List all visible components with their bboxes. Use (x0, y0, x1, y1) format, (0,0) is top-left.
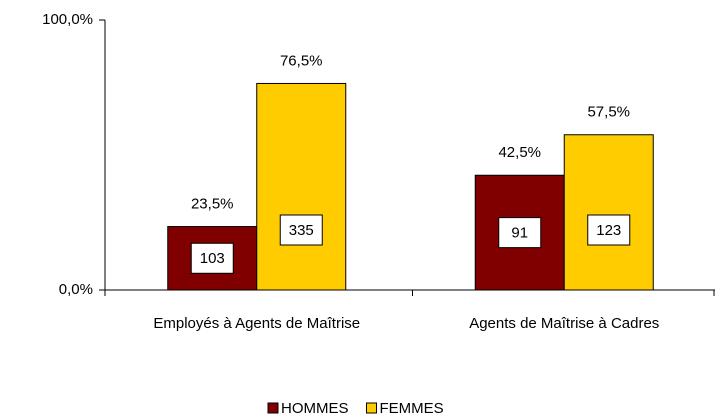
x-tick-label: Employés à Agents de Maîtrise (153, 315, 361, 332)
count-box (279, 214, 323, 246)
count-box (190, 242, 234, 274)
count-label: 91 (511, 225, 528, 242)
y-tick-label: 100,0% (42, 11, 93, 28)
data-label: 57,5% (587, 104, 630, 121)
bar (563, 134, 654, 291)
legend-swatch (267, 402, 279, 414)
legend-swatch (366, 402, 377, 414)
bar (256, 82, 347, 291)
legend-label: HOMMES (281, 400, 349, 417)
count-label: 103 (200, 250, 225, 267)
x-tick-label: Agents de Maîtrise à Cadres (469, 315, 660, 332)
data-label: 76,5% (280, 52, 323, 69)
count-box (587, 214, 631, 246)
count-box (498, 217, 542, 249)
legend-label: FEMMES (380, 400, 444, 417)
y-tick-label: 0,0% (59, 281, 93, 298)
data-label: 42,5% (498, 144, 541, 161)
count-label: 335 (289, 222, 314, 239)
count-label: 123 (596, 222, 621, 239)
data-label: 23,5% (191, 196, 234, 213)
